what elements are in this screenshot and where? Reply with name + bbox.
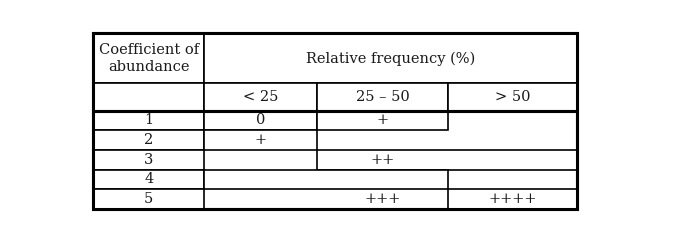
Text: 5: 5: [144, 192, 153, 206]
Text: Coefficient of
abundance: Coefficient of abundance: [98, 43, 199, 73]
Bar: [317, 150, 577, 170]
Bar: [94, 170, 204, 189]
Bar: [317, 84, 448, 111]
Bar: [317, 111, 448, 130]
Text: 3: 3: [144, 153, 153, 167]
Text: +++: +++: [365, 192, 401, 206]
Bar: [94, 33, 204, 84]
Text: ++: ++: [371, 153, 395, 167]
Text: 2: 2: [144, 133, 153, 147]
Bar: [448, 84, 577, 111]
Bar: [204, 33, 577, 84]
Bar: [94, 111, 204, 130]
Bar: [94, 84, 204, 111]
Bar: [204, 170, 448, 189]
Text: +: +: [254, 133, 267, 147]
Bar: [94, 150, 204, 170]
Bar: [448, 189, 577, 209]
Text: 25 – 50: 25 – 50: [356, 90, 410, 104]
Bar: [204, 111, 317, 130]
Bar: [94, 189, 204, 209]
Bar: [94, 130, 204, 150]
Text: 0: 0: [256, 114, 265, 127]
Bar: [204, 130, 317, 150]
Text: Relative frequency (%): Relative frequency (%): [306, 51, 475, 66]
Text: < 25: < 25: [243, 90, 278, 104]
Bar: [204, 84, 317, 111]
Text: > 50: > 50: [495, 90, 530, 104]
Text: ++++: ++++: [488, 192, 537, 206]
Text: 4: 4: [144, 173, 153, 186]
Text: +: +: [377, 114, 389, 127]
Text: 1: 1: [144, 114, 153, 127]
